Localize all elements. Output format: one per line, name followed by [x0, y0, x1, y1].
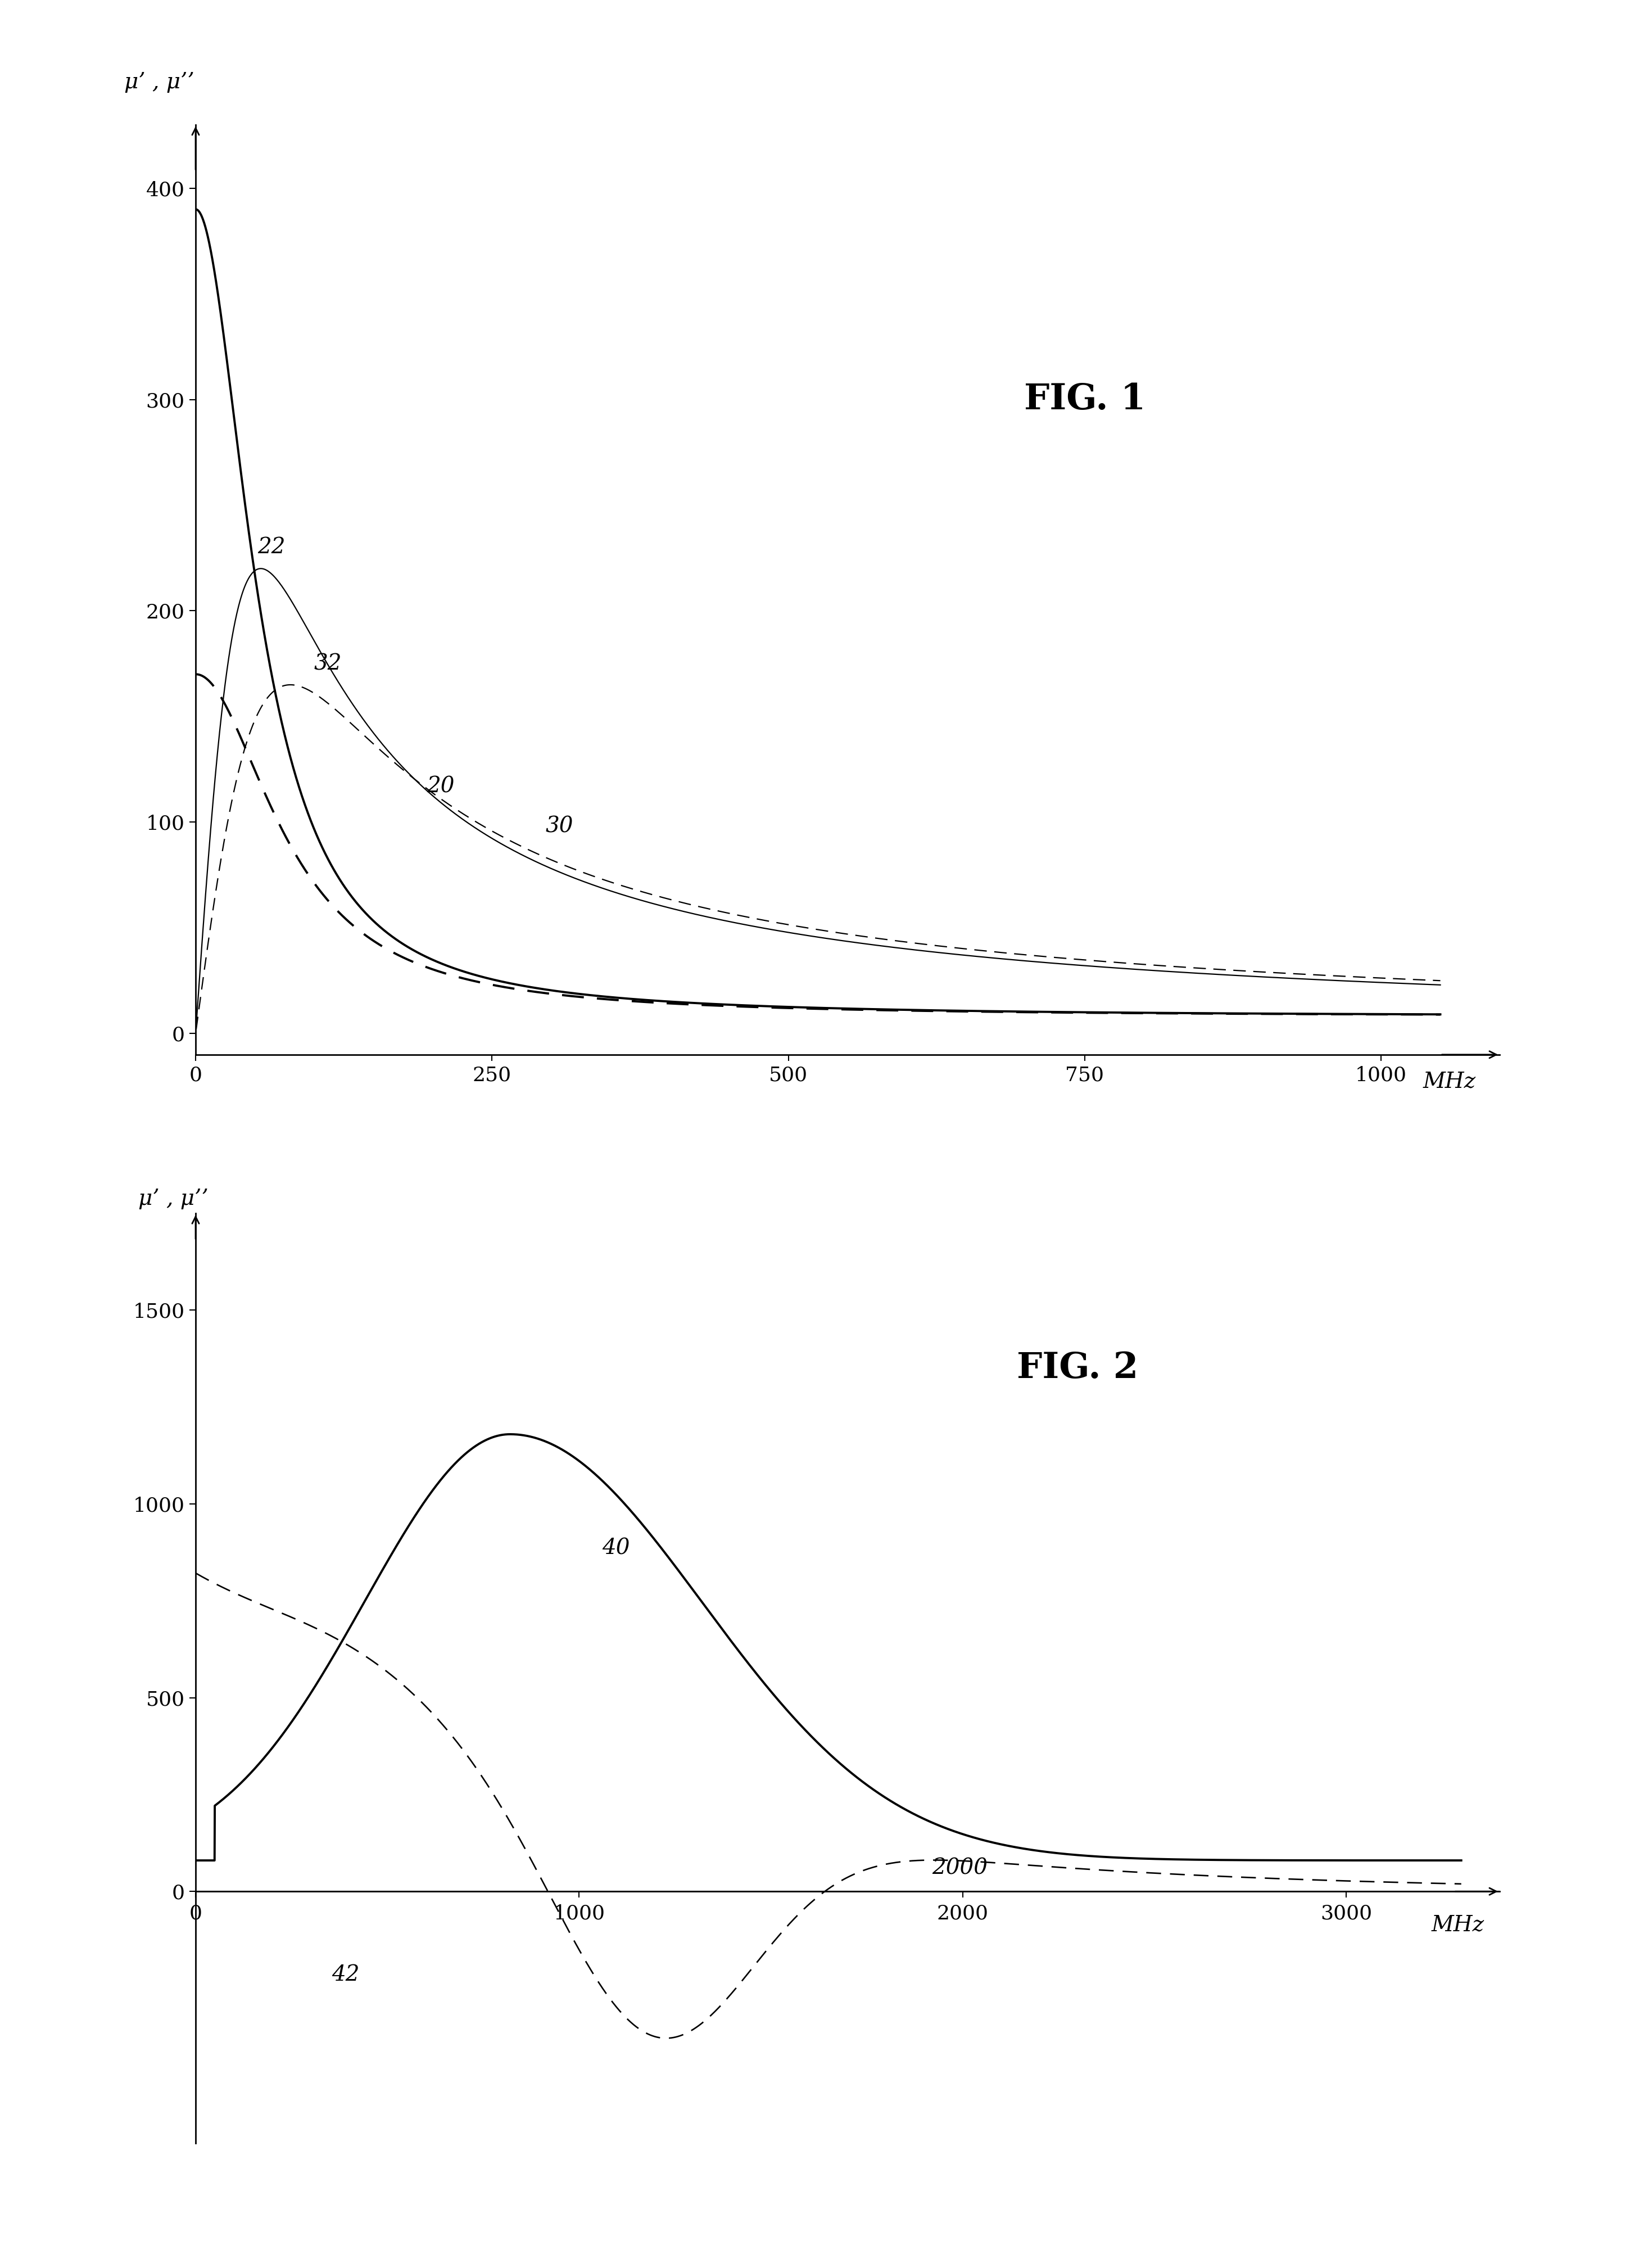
Text: FIG. 1: FIG. 1	[1024, 383, 1146, 417]
Text: FIG. 2: FIG. 2	[1017, 1352, 1138, 1386]
Text: 32: 32	[315, 653, 342, 674]
Text: 40: 40	[601, 1538, 629, 1558]
Text: 22: 22	[258, 538, 285, 558]
Text: μ’ , μ’’: μ’ , μ’’	[124, 73, 194, 93]
Text: MHz: MHz	[1423, 1070, 1475, 1093]
Text: MHz: MHz	[1431, 1914, 1485, 1935]
Text: 42: 42	[333, 1964, 360, 1984]
Text: 30: 30	[546, 816, 574, 837]
Text: 2000: 2000	[932, 1857, 988, 1878]
Text: 20: 20	[427, 776, 455, 796]
Text: μ’ , μ’’: μ’ , μ’’	[139, 1188, 209, 1209]
